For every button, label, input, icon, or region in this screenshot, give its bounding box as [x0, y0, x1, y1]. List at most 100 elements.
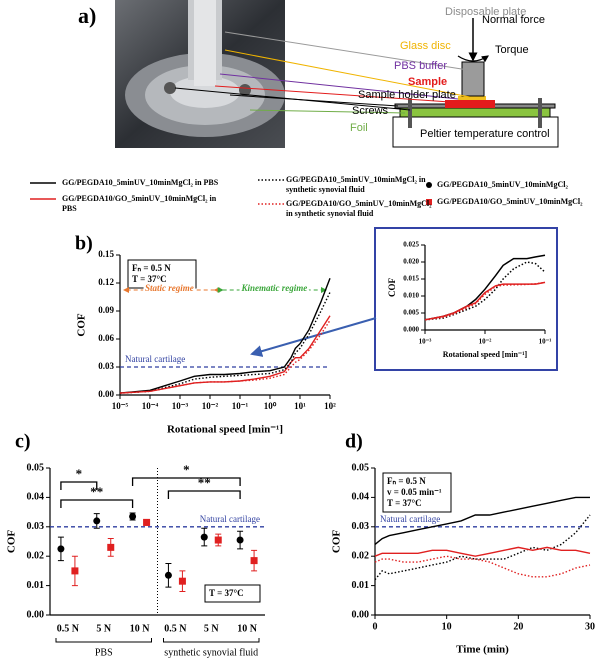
marker: [164, 571, 172, 579]
y-tick-label: 0.02: [352, 550, 370, 561]
diagram-label: Sample: [408, 76, 447, 88]
diagram: [174, 18, 559, 148]
y-tick-label: 0.005: [403, 309, 419, 317]
y-axis-label: COF: [331, 530, 343, 554]
x-tick-label: 10⁻²: [479, 338, 492, 346]
diagram-label: Foil: [350, 122, 368, 134]
panel-label: b): [75, 233, 93, 255]
y-tick-label: 0.04: [27, 492, 45, 503]
legend-entry: GG/PEGDA10/GO_5minUV_10minMgCl₂ in PBS: [62, 194, 217, 213]
y-tick-label: 0.010: [403, 292, 419, 300]
marker: [129, 513, 137, 521]
x-tick-label: 10⁻²: [202, 401, 219, 411]
group-bracket: [163, 638, 260, 643]
significance-bracket: [60, 481, 98, 490]
legend-entry: GG/PEGDA10_5minUV_10minMgCl₂ in PBS: [62, 178, 219, 187]
series-line: [424, 281, 546, 321]
y-tick-label: 0.03: [352, 521, 370, 532]
note: Fₙ = 0.5 N: [387, 476, 426, 486]
inset-frame: [374, 227, 558, 371]
x-tick-label: 0.5 N: [164, 623, 187, 634]
x-tick-label: 10: [442, 621, 452, 632]
diagram-label: Peltier temperature control: [420, 128, 550, 140]
photo: [115, 0, 285, 148]
y-tick-label: 0.025: [403, 241, 419, 249]
x-axis-label: Rotational speed [min⁻¹]: [443, 350, 528, 359]
reference-label: Natural cartilage: [380, 514, 440, 524]
group-label: synthetic synovial fluid: [164, 647, 258, 658]
diagram-label: Disposable plate: [445, 6, 526, 18]
marker: [200, 533, 208, 541]
series-line: [119, 291, 331, 394]
x-tick-label: 10⁻¹: [232, 401, 249, 411]
y-tick-label: 0.04: [352, 492, 370, 503]
y-tick-label: 0.000: [403, 326, 419, 334]
series-line: [424, 261, 546, 321]
diagram-label: Screws: [352, 105, 389, 117]
x-tick-label: 10¹: [294, 401, 306, 411]
x-tick-label: 10 N: [130, 623, 151, 634]
marker: [57, 545, 65, 553]
x-tick-label: 0: [373, 621, 378, 632]
significance-label: **: [198, 475, 211, 490]
marker: [71, 567, 79, 575]
y-tick-label: 0.00: [98, 389, 114, 399]
y-tick-label: 0.05: [27, 462, 45, 473]
group-bracket: [55, 638, 152, 643]
y-tick-label: 0.06: [98, 333, 114, 343]
y-tick-label: 0.12: [98, 277, 114, 287]
panel-label: c): [15, 431, 31, 453]
x-tick-label: 10⁻³: [172, 401, 189, 411]
significance-label: **: [90, 484, 103, 499]
note: T = 37°C: [132, 274, 167, 284]
reference-label: Natural cartilage: [200, 514, 260, 524]
y-tick-label: 0.01: [27, 580, 45, 591]
y-tick-label: 0.015: [403, 275, 419, 283]
y-tick-label: 0.15: [98, 249, 114, 259]
note: T = 37°C: [209, 588, 244, 598]
y-tick-label: 0.020: [403, 258, 419, 266]
series-line: [119, 278, 331, 394]
group-label: PBS: [95, 647, 113, 658]
y-tick-label: 0.00: [352, 609, 370, 620]
x-axis-label: Time (min): [456, 644, 509, 656]
x-tick-label: 5 N: [204, 623, 220, 634]
x-tick-label: 10⁰: [264, 401, 277, 411]
significance-bracket: [167, 490, 241, 499]
significance-bracket: [60, 499, 134, 508]
y-axis-label: COF: [76, 313, 88, 337]
y-tick-label: 0.03: [27, 521, 45, 532]
note-box: [204, 584, 261, 603]
series-line: [374, 514, 591, 581]
marker: [250, 557, 258, 565]
diagram-label: PBS buffer: [394, 60, 447, 72]
x-tick-label: 0.5 N: [57, 623, 80, 634]
legend-entry: GG/PEGDA10/GO_5minUV_10minMgCl₂: [437, 197, 583, 206]
diagram-label: Sample holder plate: [358, 89, 456, 101]
series-line: [374, 496, 590, 545]
series-line: [424, 254, 546, 321]
note: T = 37°C: [387, 498, 422, 508]
note-box: [127, 259, 197, 289]
series-line: [374, 555, 591, 578]
panel-label: a): [78, 3, 96, 28]
note: Fₙ = 0.5 N: [132, 263, 171, 273]
y-axis-label: COF: [387, 278, 397, 298]
marker: [93, 517, 101, 525]
note-box: [382, 472, 452, 513]
inset-arrow: [250, 317, 377, 357]
x-tick-label: 10⁻⁵: [112, 401, 129, 411]
regime-label: Kinematic regime: [240, 283, 307, 293]
legend-swatch: [426, 182, 432, 188]
y-tick-label: 0.05: [352, 462, 370, 473]
y-axis-label: COF: [6, 530, 18, 554]
x-tick-label: 20: [513, 621, 523, 632]
diagram-label: Normal force: [482, 14, 545, 26]
legend-entry: GG/PEGDA10_5minUV_10minMgCl₂ in syntheti…: [286, 175, 426, 194]
significance-label: *: [76, 466, 83, 481]
marker: [178, 577, 186, 585]
regime-label: Static regime: [145, 283, 194, 293]
series-line: [374, 546, 591, 557]
